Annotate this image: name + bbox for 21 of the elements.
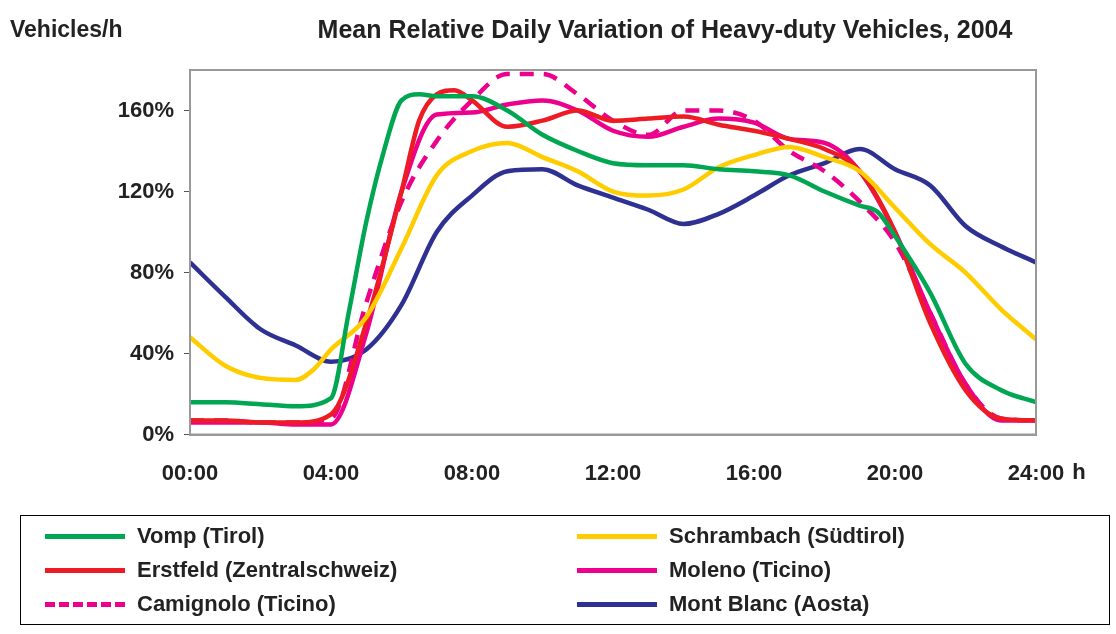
y-axis-title: Vehicles/h [10,15,123,44]
y-tick-label: 0% [142,420,174,446]
y-tick-label: 40% [129,339,174,365]
x-tick-label: 08:00 [443,459,501,485]
legend-label: Vomp (Tirol) [137,523,265,549]
legend-label: Camignolo (Ticino) [137,591,336,617]
legend-label: Mont Blanc (Aosta) [669,591,870,617]
legend-label: Schrambach (Südtirol) [669,523,905,549]
legend-label: Moleno (Ticino) [669,557,832,583]
y-tick-label: 160% [117,96,174,122]
x-tick-label: 00:00 [161,459,219,485]
x-tick-label: 16:00 [725,459,783,485]
x-tick-label: 12:00 [584,459,642,485]
legend-label: Erstfeld (Zentralschweiz) [137,557,398,583]
x-tick-label: 04:00 [302,459,360,485]
x-tick-label: 20:00 [866,459,924,485]
chart-title: Mean Relative Daily Variation of Heavy-duty Vehicles, 2004 [316,14,1014,44]
y-tick-label: 120% [117,177,174,203]
y-tick-label: 80% [129,258,174,284]
x-tick-label: 24:00 [1007,459,1065,485]
x-axis-title: h [1072,458,1086,484]
